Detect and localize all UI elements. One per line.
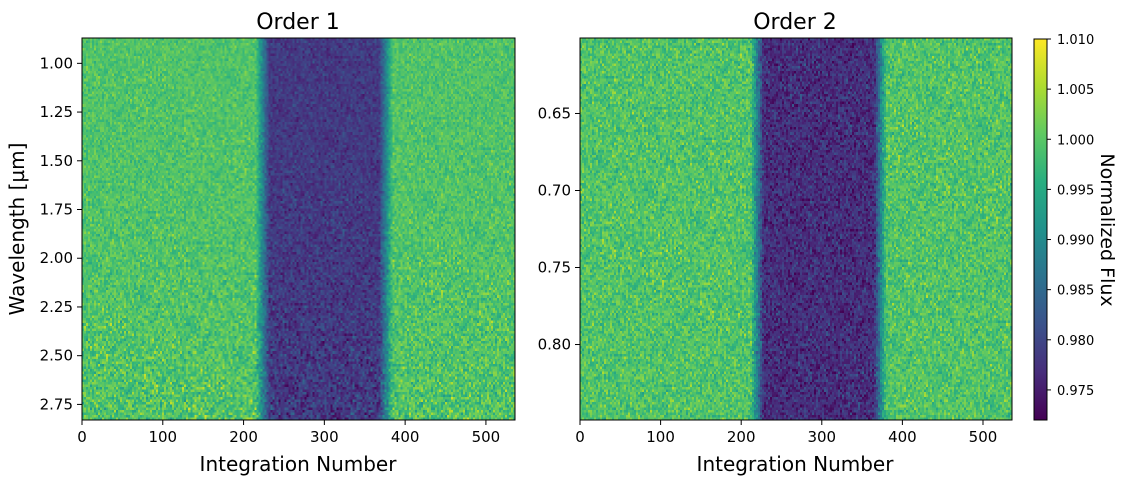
y-tick-label: 2.50 [40, 347, 73, 365]
colorbar-tick-label: 0.990 [1057, 234, 1094, 249]
colorbar-tick-label: 1.005 [1057, 83, 1094, 98]
order-1-y-axis: 1.00 1.25 1.50 1.75 2.00 2.25 2.50 2.75 [40, 54, 82, 413]
order-1-y-label: Wavelength [µm] [5, 143, 29, 316]
y-tick-label: 0.80 [538, 336, 571, 354]
heatmap-image [82, 38, 515, 420]
y-tick-label: 1.50 [40, 152, 73, 170]
x-tick-label: 200 [727, 428, 756, 446]
heatmap-image [580, 38, 1012, 420]
colorbar-frame [1033, 38, 1048, 421]
x-tick-label: 500 [472, 428, 501, 446]
x-tick-label: 400 [888, 428, 917, 446]
order-2-heatmap [580, 38, 1012, 420]
y-tick-label: 0.65 [538, 104, 571, 122]
order-1-title: Order 1 [256, 10, 340, 35]
colorbar-gradient [1034, 39, 1047, 420]
order-2-x-axis: 0 100 200 300 400 500 [575, 420, 997, 446]
x-tick-label: 100 [646, 428, 675, 446]
order-1-panel: Order 1 0 100 200 300 400 500 1.00 1.25 1.50 1.7… [5, 10, 516, 476]
order-1-heatmap [82, 38, 515, 420]
y-tick-label: 0.70 [538, 181, 571, 199]
x-tick-label: 300 [310, 428, 339, 446]
order-1-x-label: Integration Number [200, 452, 398, 476]
colorbar-tick-label: 1.010 [1057, 33, 1094, 48]
y-tick-label: 2.25 [40, 298, 73, 316]
x-tick-label: 100 [148, 428, 177, 446]
y-tick-label: 0.75 [538, 259, 571, 277]
x-tick-label: 300 [807, 428, 836, 446]
x-tick-label: 0 [77, 428, 87, 446]
y-tick-label: 1.75 [40, 201, 73, 219]
x-tick-label: 200 [229, 428, 258, 446]
order-2-x-label: Integration Number [697, 452, 895, 476]
y-tick-label: 1.00 [40, 54, 73, 72]
colorbar-ticks: 0.975 0.980 0.985 0.990 0.995 1.000 1.005 1.010 [1047, 33, 1094, 399]
colorbar: 0.975 0.980 0.985 0.990 0.995 1.000 1.005 1.010… [1033, 33, 1118, 421]
order-2-frame [579, 37, 1013, 421]
y-tick-label: 2.75 [40, 395, 73, 413]
colorbar-label: Normalized Flux [1096, 153, 1118, 306]
y-tick-label: 1.25 [40, 103, 73, 121]
order-1-x-axis: 0 100 200 300 400 500 [77, 420, 500, 446]
x-tick-label: 0 [575, 428, 585, 446]
colorbar-tick-label: 1.000 [1057, 133, 1094, 148]
colorbar-tick-label: 0.995 [1057, 183, 1094, 198]
order-1-frame [81, 37, 516, 421]
order-2-title: Order 2 [753, 10, 837, 35]
x-tick-label: 500 [969, 428, 998, 446]
order-2-y-axis: 0.65 0.70 0.75 0.80 [538, 104, 580, 354]
x-tick-label: 400 [391, 428, 420, 446]
colorbar-tick-label: 0.975 [1057, 384, 1094, 399]
order-2-panel: Order 2 0 100 200 300 400 500 0.65 0.70 0.75 0.8… [538, 10, 1013, 476]
colorbar-tick-label: 0.980 [1057, 334, 1094, 349]
y-tick-label: 2.00 [40, 249, 73, 267]
colorbar-tick-label: 0.985 [1057, 284, 1094, 299]
